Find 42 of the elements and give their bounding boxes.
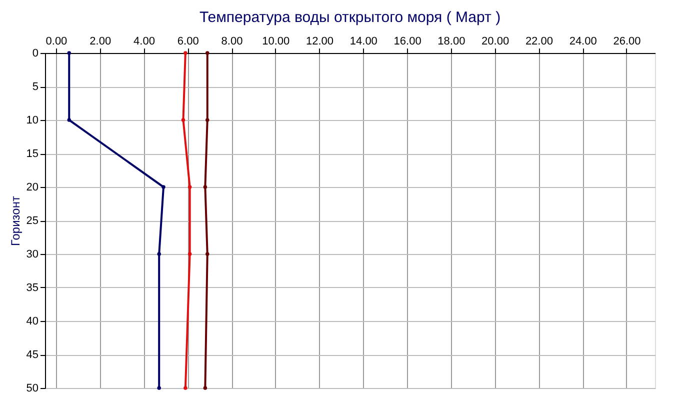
x-tick-label: 14.00	[350, 36, 378, 48]
x-tick-label: 2.00	[90, 36, 112, 48]
x-tick-label: 8.00	[221, 36, 243, 48]
y-tick-label: 40	[26, 316, 38, 328]
y-axis-title: Горизонт	[8, 196, 22, 246]
y-tick-label: 50	[26, 382, 38, 394]
point	[157, 252, 161, 256]
x-tick-label: 12.00	[306, 36, 334, 48]
x-tick-label: 24.00	[569, 36, 597, 48]
y-tick-label: 45	[26, 349, 38, 361]
x-tick-label: 22.00	[525, 36, 553, 48]
x-tick-label: 4.00	[134, 36, 155, 48]
point	[188, 185, 192, 189]
point	[206, 118, 210, 122]
y-tick-label: 30	[26, 248, 38, 260]
x-tick-label: 16.00	[394, 36, 422, 48]
x-tick-label: 26.00	[613, 36, 641, 48]
x-tick-label: 10.00	[262, 36, 290, 48]
point	[188, 252, 192, 256]
x-tick-label: 0.00	[46, 36, 68, 48]
point	[162, 185, 166, 189]
y-tick-label: 25	[26, 215, 38, 227]
point	[203, 386, 208, 390]
x-tick-label: 6.00	[177, 36, 199, 48]
point	[67, 51, 72, 55]
y-tick-label: 0	[32, 48, 38, 60]
x-tick-label: 18.00	[438, 36, 466, 48]
point	[184, 51, 188, 55]
point	[203, 185, 208, 189]
point	[181, 118, 186, 122]
point	[157, 386, 161, 390]
y-tick-label: 15	[26, 148, 38, 160]
y-tick-label: 10	[26, 114, 38, 126]
point	[206, 51, 210, 55]
point	[67, 118, 72, 122]
point	[206, 252, 210, 256]
x-tick-label: 20.00	[482, 36, 510, 48]
point	[184, 386, 188, 390]
y-tick-label: 20	[26, 182, 38, 194]
y-tick-label: 5	[32, 81, 38, 93]
chart-title: Температура воды открытого моря ( Март )	[199, 9, 501, 26]
y-tick-label: 35	[26, 282, 38, 294]
